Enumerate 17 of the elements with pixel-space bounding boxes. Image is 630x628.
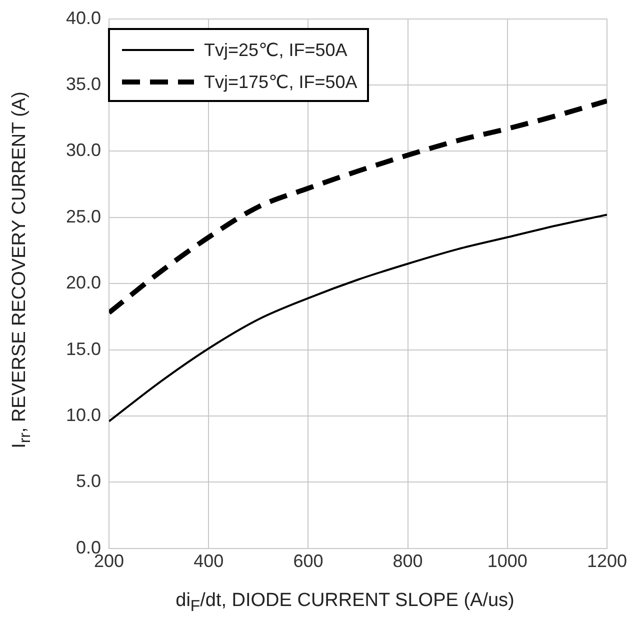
y-tick-label: 35.0 bbox=[66, 74, 102, 94]
x-tick-label: 600 bbox=[293, 551, 324, 572]
y-tick-label: 30.0 bbox=[66, 140, 102, 160]
y-tick-label: 10.0 bbox=[66, 404, 102, 425]
x-tick-label: 1200 bbox=[586, 551, 627, 572]
y-tick-label: 15.0 bbox=[66, 338, 102, 359]
line-series bbox=[109, 214, 607, 422]
legend-label: Tvj=175℃, IF=50A bbox=[204, 72, 358, 92]
x-axis-title: di$_{F}$/dt, DIODE CURRENT SLOPE (A/us) bbox=[174, 590, 516, 616]
y-tick-label: 40.0 bbox=[66, 8, 102, 28]
y-tick-label: 20.0 bbox=[66, 272, 102, 293]
legend-label: Tvj=25℃, IF=50A bbox=[204, 40, 348, 60]
x-tick-label: 1000 bbox=[487, 551, 528, 572]
x-tick-label: 800 bbox=[392, 551, 423, 572]
y-tick-label: 5.0 bbox=[76, 471, 102, 492]
x-tick-label: 400 bbox=[194, 551, 224, 572]
y-tick-label: 25.0 bbox=[66, 206, 102, 226]
